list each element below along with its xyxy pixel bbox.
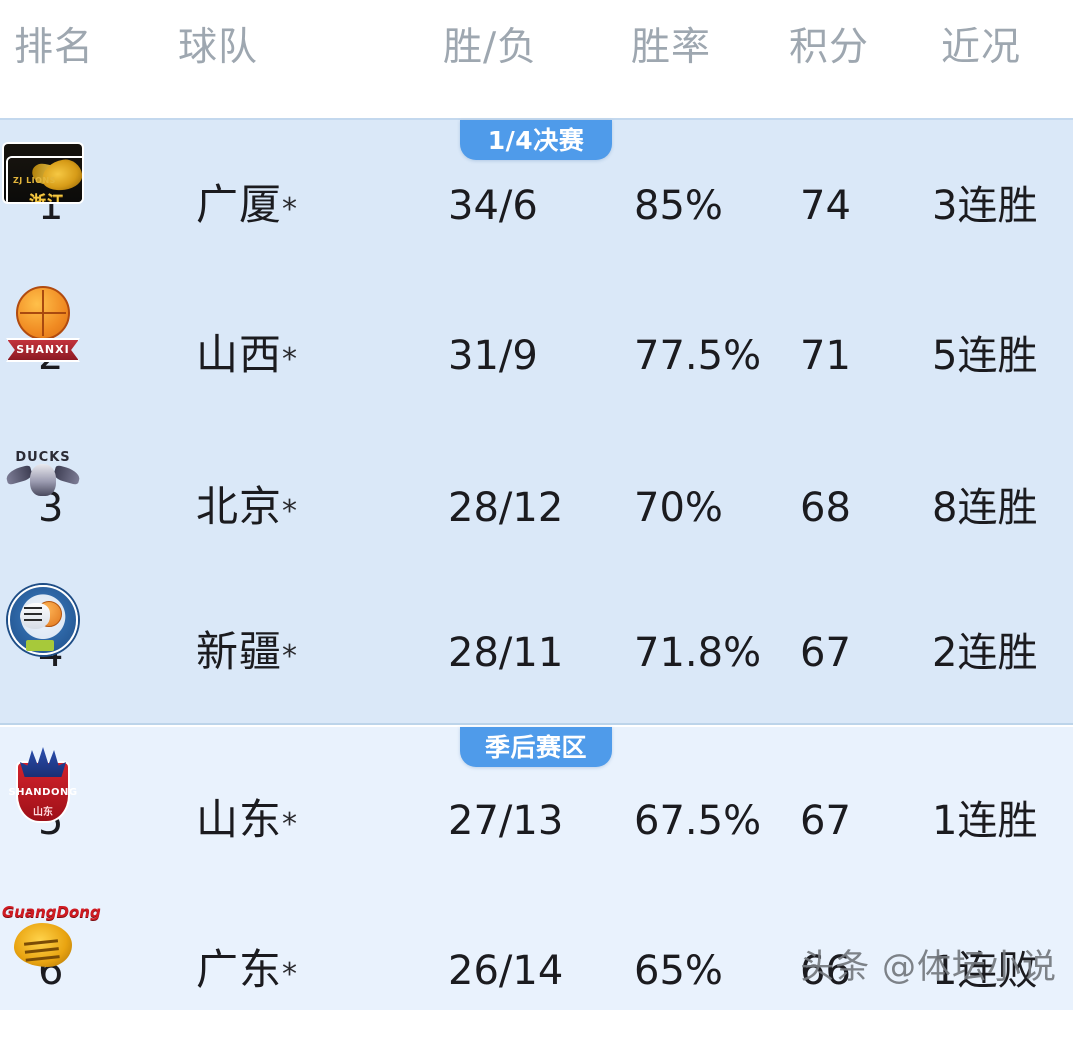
logo-text: SHANXI bbox=[6, 338, 80, 362]
section-badge-label: 季后赛区 bbox=[484, 732, 587, 762]
cell-win-loss: 27/13 bbox=[448, 798, 564, 844]
cell-team-name: 广东* bbox=[196, 949, 298, 991]
cell-form: 1连胜 bbox=[932, 798, 1038, 844]
cell-team-name: 新疆* bbox=[196, 631, 298, 673]
cell-win-pct: 70% bbox=[634, 485, 723, 531]
guangdong-southern-tigers-logo: GuangDong bbox=[0, 895, 101, 981]
cell-form: 8连胜 bbox=[932, 485, 1038, 531]
table-row[interactable]: 6 GuangDong 广东* 26/14 65% 66 1连败 bbox=[0, 895, 1073, 1045]
cell-win-loss: 28/11 bbox=[448, 630, 564, 676]
cell-form: 3连胜 bbox=[932, 183, 1038, 229]
team-name-label: 山西 bbox=[196, 330, 283, 379]
cell-points: 66 bbox=[800, 948, 851, 994]
qualified-marker: * bbox=[282, 192, 299, 227]
column-header-team: 球队 bbox=[178, 25, 259, 70]
qualified-marker: * bbox=[282, 807, 299, 842]
cell-points: 68 bbox=[800, 485, 851, 531]
qualified-marker: * bbox=[282, 342, 299, 377]
cell-win-pct: 65% bbox=[634, 948, 723, 994]
cell-points: 67 bbox=[800, 630, 851, 676]
column-header-form: 近况 bbox=[941, 25, 1022, 70]
team-name-label: 广东 bbox=[196, 945, 283, 994]
section-badge-playoff[interactable]: 季后赛区 bbox=[460, 727, 612, 767]
shanxi-loongs-logo: SHANXI bbox=[0, 280, 86, 366]
cell-points: 74 bbox=[800, 183, 851, 229]
zhejiang-lions-logo: ZJ LIONS 浙江 bbox=[0, 130, 86, 216]
cell-team-name: 山西* bbox=[196, 334, 298, 376]
cell-team-name: 广厦* bbox=[196, 184, 298, 226]
shandong-hi-heroes-logo: SHANDONG 山东 bbox=[0, 745, 86, 831]
table-row[interactable]: 3 DUCKS 北京* 28/12 70% 68 8连胜 bbox=[0, 432, 1073, 582]
cell-team-name: 北京* bbox=[196, 486, 298, 528]
cell-form: 5连胜 bbox=[932, 333, 1038, 379]
qualified-marker: * bbox=[282, 494, 299, 529]
logo-subtext: 山东 bbox=[33, 807, 53, 818]
cell-win-loss: 28/12 bbox=[448, 485, 564, 531]
column-header-win-pct: 胜率 bbox=[631, 25, 712, 70]
cell-form: 2连胜 bbox=[932, 630, 1038, 676]
cell-win-loss: 26/14 bbox=[448, 948, 564, 994]
xinjiang-flying-tigers-logo bbox=[0, 577, 86, 663]
table-row[interactable]: 2 SHANXI 山西* 31/9 77.5% 71 5连胜 bbox=[0, 280, 1073, 430]
standings-section-playoff: 季后赛区 5 SHANDONG 山东 山东* 27/13 67.5% 67 1连… bbox=[0, 727, 1073, 1010]
cell-points: 67 bbox=[800, 798, 851, 844]
cell-win-pct: 71.8% bbox=[634, 630, 762, 676]
qualified-marker: * bbox=[282, 639, 299, 674]
team-name-label: 广厦 bbox=[196, 180, 283, 229]
table-row[interactable]: 5 SHANDONG 山东 山东* 27/13 67.5% 67 1连胜 bbox=[0, 745, 1073, 895]
cell-win-pct: 67.5% bbox=[634, 798, 762, 844]
column-header-win-loss: 胜/负 bbox=[443, 25, 538, 70]
qualified-marker: * bbox=[282, 957, 299, 992]
cell-win-pct: 77.5% bbox=[634, 333, 762, 379]
cell-team-name: 山东* bbox=[196, 799, 298, 841]
cell-win-loss: 31/9 bbox=[448, 333, 538, 379]
table-row[interactable]: 1 ZJ LIONS 浙江 广厦* 34/6 85% 74 3连胜 bbox=[0, 130, 1073, 280]
beijing-ducks-logo: DUCKS bbox=[0, 432, 86, 518]
logo-subtext: ZJ LIONS bbox=[13, 176, 56, 185]
logo-text: GuangDong bbox=[2, 903, 101, 921]
cell-form: 1连败 bbox=[932, 948, 1038, 994]
logo-text: SHANDONG bbox=[8, 787, 78, 798]
logo-text: 浙江 bbox=[11, 192, 82, 202]
cell-win-pct: 85% bbox=[634, 183, 723, 229]
team-name-label: 山东 bbox=[196, 795, 283, 844]
section-badge-quarterfinal[interactable]: 1/4决赛 bbox=[460, 120, 612, 160]
standings-section-quarterfinal: 1/4决赛 1 ZJ LIONS 浙江 广厦* 34/6 85% 74 3连胜 … bbox=[0, 118, 1073, 725]
team-name-label: 新疆 bbox=[196, 627, 283, 676]
column-header-rank: 排名 bbox=[14, 25, 95, 70]
team-name-label: 北京 bbox=[196, 482, 283, 531]
cell-win-loss: 34/6 bbox=[448, 183, 538, 229]
table-row[interactable]: 4 新疆* 28/11 71.8% 67 2连胜 bbox=[0, 577, 1073, 727]
section-badge-label: 1/4决赛 bbox=[487, 125, 585, 155]
column-header-points: 积分 bbox=[789, 25, 870, 70]
cell-points: 71 bbox=[800, 333, 851, 379]
table-header: 排名 球队 胜/负 胜率 积分 近况 bbox=[0, 0, 1073, 118]
logo-text: DUCKS bbox=[15, 450, 71, 465]
